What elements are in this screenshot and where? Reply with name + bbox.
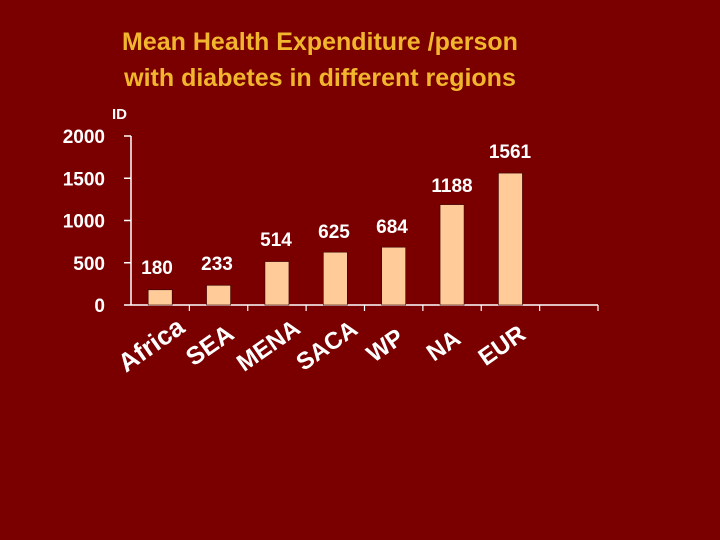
category-label: SACA — [291, 315, 362, 376]
title-line-1: Mean Health Expenditure /person — [122, 28, 518, 56]
category-label: EUR — [474, 320, 531, 371]
value-label: 233 — [201, 254, 233, 275]
y-axis-label: ID — [112, 106, 127, 123]
y-tick-label: 1000 — [63, 212, 105, 233]
bar-africa — [147, 289, 173, 306]
category-label: MENA — [232, 315, 305, 378]
value-label: 1188 — [431, 176, 472, 197]
y-tick-label: 0 — [94, 296, 105, 317]
category-label: Africa — [112, 311, 190, 378]
bar-sea — [206, 285, 231, 306]
y-tick-label: 500 — [73, 254, 105, 275]
value-label: 684 — [376, 217, 408, 238]
value-label: 625 — [318, 222, 350, 243]
bar-na — [439, 204, 465, 306]
value-label: 180 — [141, 258, 173, 279]
bar-mena — [264, 261, 290, 306]
chart-title: Mean Health Expenditure /person with dia… — [60, 24, 580, 96]
category-label: NA — [422, 325, 466, 367]
y-tick-label: 1500 — [63, 169, 105, 190]
category-label: WP — [362, 324, 409, 368]
bar-wp — [381, 246, 406, 306]
bar-eur — [498, 172, 523, 306]
y-tick-label: 2000 — [63, 127, 105, 148]
title-line-2: with diabetes in different regions — [124, 64, 516, 92]
value-label: 1561 — [489, 142, 532, 163]
value-label: 514 — [260, 230, 292, 251]
bar-saca — [323, 251, 348, 306]
category-label: SEA — [181, 319, 239, 371]
